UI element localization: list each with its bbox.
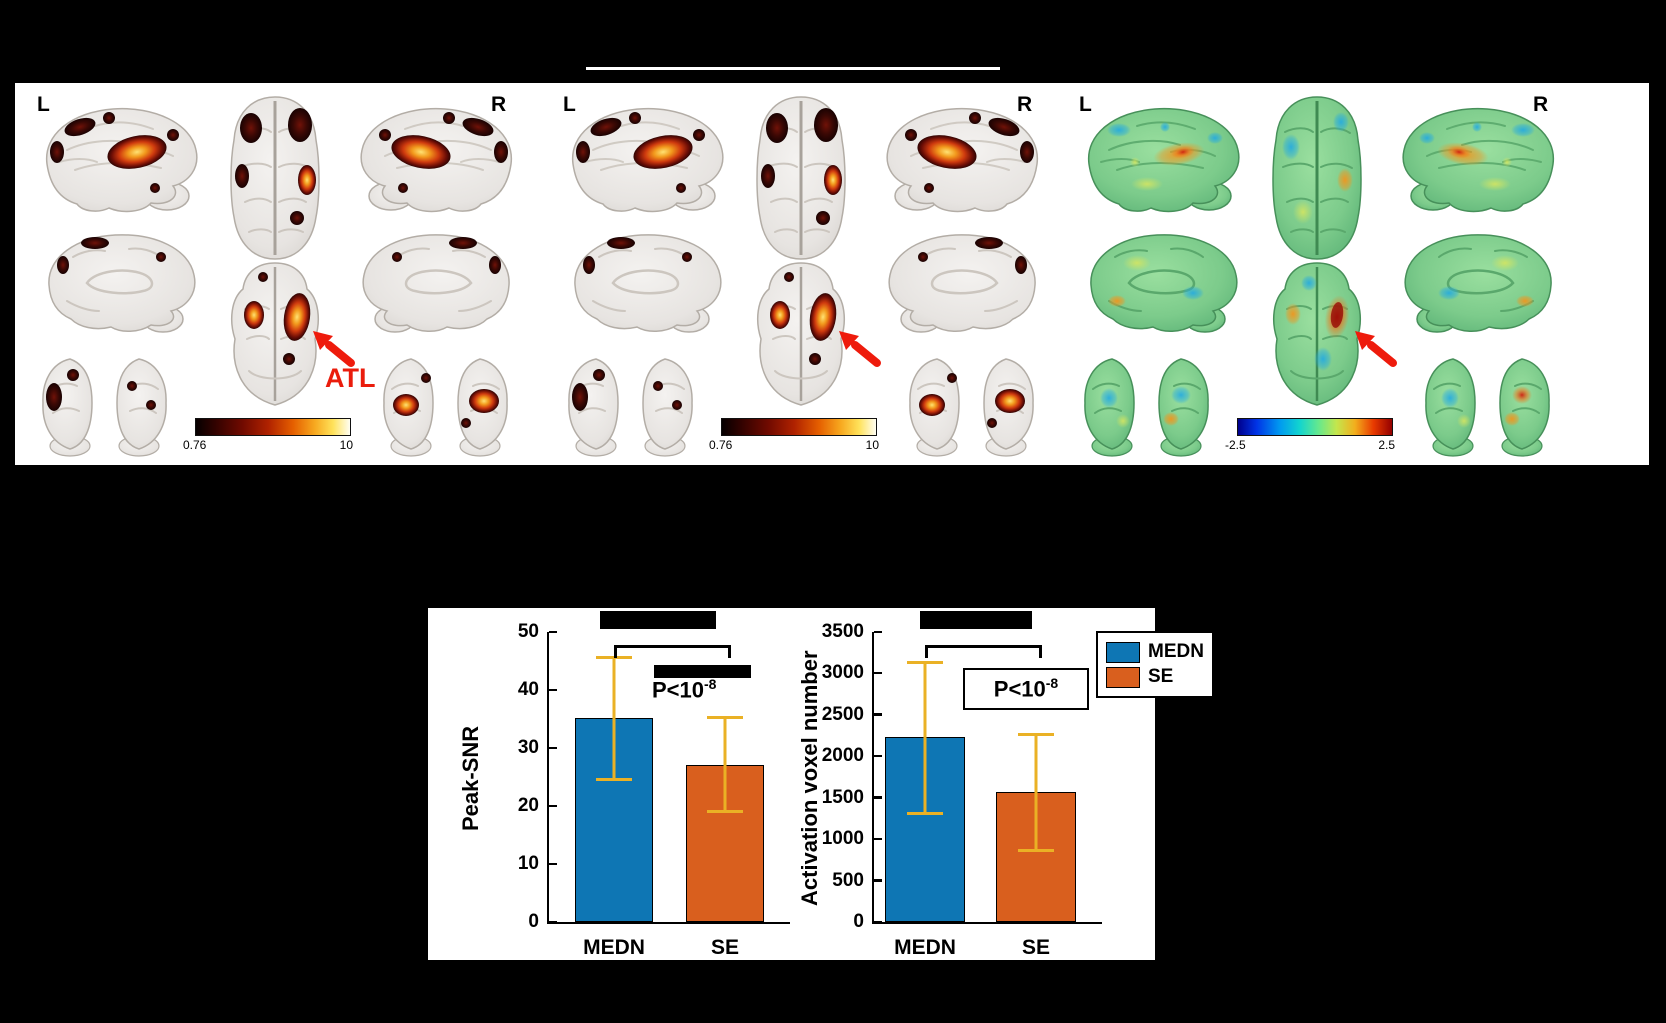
- legend-entry-medn: MEDN: [1106, 641, 1204, 663]
- significance-base: P<10: [652, 677, 704, 703]
- error-bar-se: [1018, 733, 1054, 852]
- redacted-title-bar: [600, 611, 716, 629]
- y-tick-label: 500: [832, 869, 864, 891]
- brain-maps-medn: [25, 87, 525, 461]
- colorbar-max-label: 10: [339, 438, 353, 452]
- x-category-se: SE: [710, 936, 739, 959]
- left-hemisphere-label: L: [563, 93, 576, 116]
- x-category-se: SE: [1021, 936, 1050, 959]
- error-bar-medn: [596, 656, 632, 782]
- colorbar-min-label: -2.5: [1225, 438, 1246, 452]
- y-tick-label: 10: [517, 853, 539, 874]
- y-tick-label: 2500: [821, 703, 864, 725]
- y-tick-mark: [874, 713, 882, 716]
- x-category-medn: MEDN: [894, 936, 956, 959]
- brain-maps-se: [551, 87, 1051, 461]
- y-tick-mark: [874, 796, 882, 799]
- redacted-title-bar: [920, 611, 1032, 629]
- title-underline: [586, 67, 1000, 70]
- y-tick-label: 3000: [821, 662, 864, 684]
- right-hemisphere-label: R: [491, 93, 507, 116]
- atl-annotation: ATL: [325, 363, 376, 393]
- y-tick-mark: [549, 862, 557, 865]
- plot-area: 0 500 1000 1500 2000 2500 3000 3500 MEDN SE: [822, 621, 1102, 959]
- brain-surface-panel: L R 0.76 10 ATL L R 0.76 10 L R -2.5 2.5: [15, 83, 1649, 465]
- y-tick-labels: 0 500 1000 1500 2000 2500 3000 3500: [804, 621, 864, 932]
- y-tick-label: 0: [853, 911, 864, 932]
- brain-maps-svg: [42, 96, 513, 457]
- right-hemisphere-label: R: [1533, 93, 1549, 116]
- legend-swatch-se: [1106, 666, 1140, 688]
- significance-label: P<10-8: [652, 676, 716, 703]
- error-bar-line: [612, 659, 616, 779]
- y-tick-mark: [874, 754, 882, 758]
- error-bar-line: [923, 664, 927, 813]
- legend-label-se: SE: [1148, 666, 1174, 687]
- colorbar-max-label: 10: [865, 438, 879, 452]
- colorbar-hot: [721, 418, 877, 436]
- colorbar-min-label: 0.76: [183, 438, 207, 452]
- legend-swatch-medn: [1106, 641, 1140, 663]
- error-bar-line: [723, 719, 727, 810]
- redacted-bar: [654, 665, 751, 678]
- y-tick-label: 1000: [821, 828, 864, 850]
- y-tick-mark: [549, 630, 557, 633]
- y-tick-mark: [549, 804, 557, 807]
- y-tick-mark: [549, 920, 557, 923]
- error-bar-line: [1034, 736, 1038, 849]
- y-tick-label: 3500: [821, 621, 864, 642]
- significance-box: P<10-8: [963, 668, 1089, 710]
- y-tick-label: 0: [528, 911, 539, 932]
- bar-charts-panel: Peak-SNR P<10-8 0 10 20 30 40 50 MEDN SE Acti…: [428, 608, 1155, 960]
- y-tick-mark: [874, 837, 882, 841]
- legend-entry-se: SE: [1106, 666, 1204, 688]
- colorbar-min-label: 0.76: [709, 438, 733, 452]
- y-tick-label: 30: [517, 737, 539, 758]
- y-tick-mark: [874, 920, 882, 923]
- colorbar-hot: [195, 418, 351, 436]
- activation-voxel-chart: Activation voxel number P<10-8 0 500 1000 1…: [753, 608, 1155, 960]
- bar-medn: [575, 717, 653, 922]
- atl-arrow-icon: [313, 331, 355, 367]
- right-hemisphere-label: R: [1017, 93, 1033, 116]
- brain-group-medn: L R 0.76 10 ATL: [25, 87, 525, 461]
- x-category-medn: MEDN: [583, 936, 645, 959]
- colorbar-jet: [1237, 418, 1393, 436]
- y-tick-label: 20: [517, 795, 539, 816]
- significance-bracket: [614, 645, 731, 658]
- error-bar-se: [707, 716, 743, 813]
- y-tick-mark: [549, 688, 557, 691]
- y-tick-mark: [874, 879, 882, 882]
- colorbar-max-label: 2.5: [1378, 438, 1395, 452]
- error-bar-medn: [907, 661, 943, 816]
- significance-exponent: -8: [704, 676, 717, 692]
- chart-legend: MEDN SE: [1096, 631, 1214, 698]
- brain-maps-svg: [1084, 96, 1555, 457]
- atl-arrow-icon: [839, 331, 881, 367]
- y-tick-label: 50: [517, 621, 539, 642]
- atl-arrow-icon: [1355, 331, 1397, 367]
- legend-label-medn: MEDN: [1148, 641, 1204, 662]
- left-hemisphere-label: L: [37, 93, 50, 116]
- y-tick-label: 1500: [821, 786, 864, 808]
- significance-base: P<10: [993, 676, 1046, 702]
- plot-area: 0 10 20 30 40 50 MEDN SE: [518, 621, 790, 959]
- significance-bracket: [925, 645, 1042, 658]
- y-tick-labels: 0 10 20 30 40 50: [479, 621, 539, 932]
- significance-exponent: -8: [1045, 675, 1059, 692]
- brain-maps-difference: [1067, 87, 1567, 461]
- significance-label: P<10-8: [994, 675, 1058, 702]
- brain-maps-svg: [568, 96, 1039, 457]
- y-tick-mark: [549, 746, 557, 749]
- brain-group-difference: L R -2.5 2.5: [1067, 87, 1567, 461]
- y-tick-label: 40: [517, 679, 539, 700]
- y-tick-label: 2000: [821, 745, 864, 767]
- y-tick-mark: [874, 671, 882, 675]
- left-hemisphere-label: L: [1079, 93, 1092, 116]
- peak-snr-chart: Peak-SNR P<10-8 0 10 20 30 40 50 MEDN SE: [428, 608, 798, 960]
- y-tick-mark: [874, 630, 882, 633]
- brain-group-se: L R 0.76 10: [551, 87, 1051, 461]
